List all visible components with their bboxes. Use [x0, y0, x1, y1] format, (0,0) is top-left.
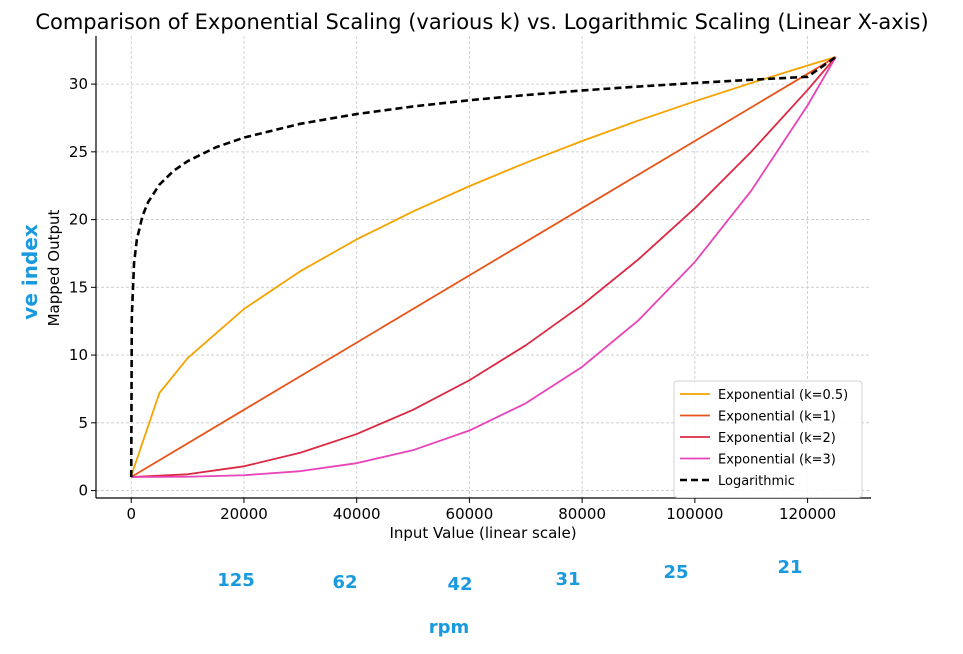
bottom-annotation-value-0: 125	[217, 570, 255, 591]
y-tick-label-2: 10	[69, 346, 88, 364]
axes: 0 20000 40000 60000 80000 100000 120000 0 5 10 15 2…	[69, 36, 871, 523]
side-annotation: ve index	[18, 224, 42, 320]
legend: Exponential (k=0.5) Exponential (k=1) Expo…	[673, 380, 863, 498]
series-line-4	[129, 55, 837, 478]
legend-label-2: Exponential (k=2)	[718, 431, 836, 446]
bottom-annotation-value-4: 25	[663, 562, 688, 583]
bottom-annotations: 125 62 42 31 25 21	[217, 557, 802, 595]
bottom-annotation-value-5: 21	[777, 557, 802, 578]
chart-title: Comparison of Exponential Scaling (vario…	[35, 10, 928, 34]
series-line-0	[130, 56, 837, 477]
bottom-annotation-value-2: 42	[447, 574, 472, 595]
y-tick-label-6: 30	[69, 75, 88, 93]
y-tick-label-4: 20	[69, 211, 88, 229]
x-tick-label-5: 100000	[666, 505, 723, 523]
y-tick-label-5: 25	[69, 143, 88, 161]
x-axis-label: Input Value (linear scale)	[389, 524, 576, 542]
legend-label-4: Logarithmic	[718, 474, 795, 489]
y-tick-label-0: 0	[78, 482, 88, 500]
x-tick-label-0: 0	[126, 505, 136, 523]
bottom-annotation-value-1: 62	[332, 572, 357, 593]
x-tick-label-3: 60000	[446, 505, 494, 523]
series-line-2	[131, 56, 837, 478]
legend-box	[673, 380, 863, 498]
bottom-annotation-label: rpm	[429, 617, 470, 638]
y-tick-label-3: 15	[69, 278, 88, 296]
series-line-1	[130, 56, 837, 478]
legend-label-1: Exponential (k=1)	[718, 410, 836, 425]
legend-label-3: Exponential (k=3)	[718, 453, 836, 468]
x-tick-label-4: 80000	[558, 505, 606, 523]
x-tick-label-6: 120000	[779, 505, 836, 523]
legend-label-0: Exponential (k=0.5)	[718, 388, 848, 403]
bottom-annotation-value-3: 31	[555, 569, 580, 590]
y-axis-label: Mapped Output	[45, 209, 63, 326]
series-line-3	[131, 56, 837, 478]
series-layer	[129, 55, 837, 478]
y-tick-label-1: 5	[78, 414, 88, 432]
x-tick-label-1: 20000	[220, 505, 268, 523]
x-tick-label-2: 40000	[333, 505, 381, 523]
